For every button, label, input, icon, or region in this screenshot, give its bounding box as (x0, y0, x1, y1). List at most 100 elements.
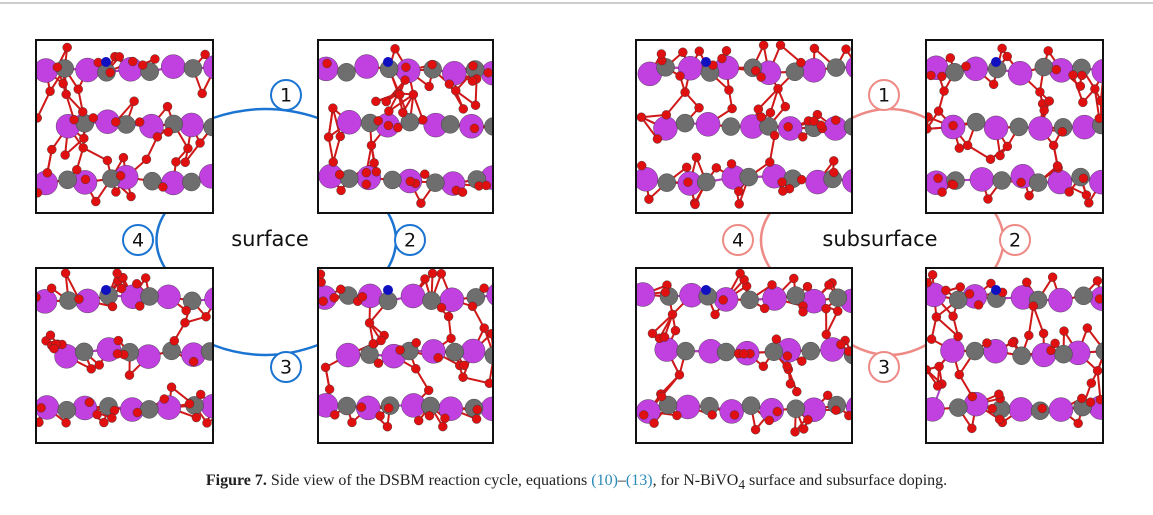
atom (1049, 398, 1073, 422)
atom (727, 159, 736, 168)
atom (506, 172, 524, 190)
atom (185, 399, 194, 408)
atom (336, 285, 345, 294)
atom (1035, 87, 1044, 96)
atom (1054, 345, 1072, 363)
atom (1074, 419, 1083, 428)
atom (370, 158, 379, 167)
atom (1022, 278, 1031, 287)
atom (1013, 347, 1031, 365)
atom (371, 97, 380, 106)
atom (757, 73, 766, 82)
atom (644, 195, 653, 204)
atom (928, 270, 937, 279)
step-number: 1 (878, 85, 890, 107)
atom (58, 401, 76, 419)
atom (799, 307, 808, 316)
atom (401, 63, 410, 72)
atom (1115, 291, 1133, 309)
atom (329, 158, 338, 167)
atom (70, 115, 79, 124)
atom (697, 173, 715, 191)
cycle-label: subsurface (822, 227, 937, 251)
atom (677, 342, 695, 360)
atom (445, 80, 454, 89)
atom (671, 326, 680, 335)
atom (949, 291, 967, 309)
atom (117, 115, 135, 133)
atom (93, 410, 102, 419)
step-number: 3 (878, 357, 890, 379)
atom (695, 47, 704, 56)
atom (760, 304, 769, 313)
equation-ref[interactable]: (13) (626, 472, 653, 489)
atom (1048, 273, 1057, 282)
atom (383, 57, 393, 67)
atom (994, 390, 1003, 399)
atom (736, 269, 745, 278)
atom (722, 46, 731, 55)
atom (53, 63, 62, 72)
bond (858, 67, 875, 72)
atom (336, 343, 360, 367)
atom (160, 394, 169, 403)
arc (157, 213, 166, 268)
atom (970, 167, 994, 191)
atom (95, 360, 104, 369)
atom (383, 422, 392, 431)
atom (827, 59, 845, 77)
atom (842, 45, 851, 54)
atom (46, 331, 55, 340)
equation-ref[interactable]: (10) (591, 472, 618, 489)
atom (119, 153, 128, 162)
atom (472, 415, 481, 424)
atom (724, 86, 733, 95)
atom (1083, 324, 1092, 333)
atom (140, 400, 158, 418)
atom (409, 90, 418, 99)
atom (662, 110, 671, 119)
atom (639, 410, 648, 419)
atom (158, 182, 167, 191)
atom (365, 318, 374, 327)
atom (668, 310, 677, 319)
atom (792, 387, 801, 396)
atom (866, 63, 884, 81)
arc (852, 109, 926, 118)
atom (735, 199, 744, 208)
atom (46, 87, 55, 96)
structure (631, 269, 889, 436)
atom (773, 407, 782, 416)
atom (412, 338, 421, 347)
atom (791, 427, 800, 436)
bond (493, 178, 515, 182)
atom (61, 151, 70, 160)
atom (458, 188, 467, 197)
atom (196, 390, 205, 399)
atom (347, 418, 356, 427)
atom (130, 97, 139, 106)
atom (336, 132, 345, 141)
atom (451, 86, 460, 95)
atom (783, 351, 792, 360)
bond (493, 178, 515, 182)
atom (377, 336, 386, 345)
atom (868, 171, 886, 189)
atom (675, 370, 684, 379)
atom (742, 397, 760, 415)
atom (765, 343, 783, 361)
atom (140, 287, 158, 305)
atom (374, 359, 383, 368)
figure: surface1234subsurface1234 Figure 7. Side… (0, 0, 1153, 515)
atom (468, 77, 477, 86)
atom (1038, 404, 1047, 413)
atom (447, 334, 456, 343)
atom (789, 274, 798, 283)
atom (171, 157, 180, 166)
atom (695, 103, 704, 112)
atom (223, 399, 241, 417)
atom (62, 90, 71, 99)
atom (1029, 116, 1053, 140)
arc (761, 213, 770, 268)
atom (927, 335, 936, 344)
